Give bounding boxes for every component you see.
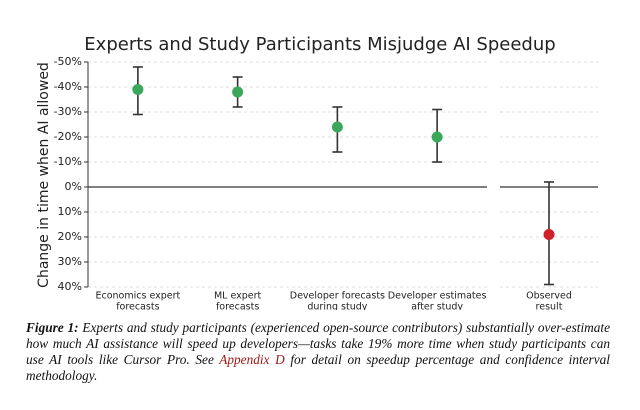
point	[543, 229, 555, 240]
x-tick-label: Developer forecasts	[290, 291, 385, 302]
x-tick-label: Economics expert	[95, 291, 180, 302]
y-tick-label: -20%	[54, 130, 82, 143]
x-tick-label: Developer estimates	[388, 291, 487, 302]
y-tick-label: -10%	[54, 155, 82, 168]
caption-label: Figure 1:	[26, 320, 79, 335]
point	[331, 121, 343, 133]
y-tick-label: 30%	[58, 255, 82, 268]
y-tick-label: 20%	[58, 230, 82, 243]
y-tick-label: 0%	[65, 180, 82, 193]
x-tick-label: ML expert	[214, 291, 262, 302]
y-tick-label: 40%	[58, 280, 82, 293]
x-tick-label: after study	[411, 302, 463, 311]
point	[132, 84, 144, 95]
chart: Experts and Study Participants Misjudge …	[36, 34, 598, 311]
caption-link[interactable]: Appendix D	[219, 352, 285, 367]
point	[431, 131, 443, 143]
caption-text: Experts and study participants (experien…	[26, 320, 610, 367]
y-tick-label: -40%	[54, 80, 82, 93]
y-tick-label: 10%	[58, 205, 82, 218]
chart-title: Experts and Study Participants Misjudge …	[84, 34, 555, 55]
x-tick-label: during study	[307, 302, 367, 311]
x-tick-label: Observed	[526, 291, 572, 302]
point	[232, 86, 244, 98]
x-tick-label: forecasts	[216, 302, 259, 311]
caption-text: for detail on speedup percentage and con…	[26, 352, 610, 383]
y-tick-label: -50%	[54, 55, 82, 68]
y-axis-label: Change in time when AI allowed	[36, 62, 52, 288]
x-tick-label: result	[536, 302, 563, 311]
y-tick-label: -30%	[54, 105, 82, 118]
x-tick-label: forecasts	[116, 302, 159, 311]
caption: Figure 1: Experts and study participants…	[26, 320, 610, 384]
